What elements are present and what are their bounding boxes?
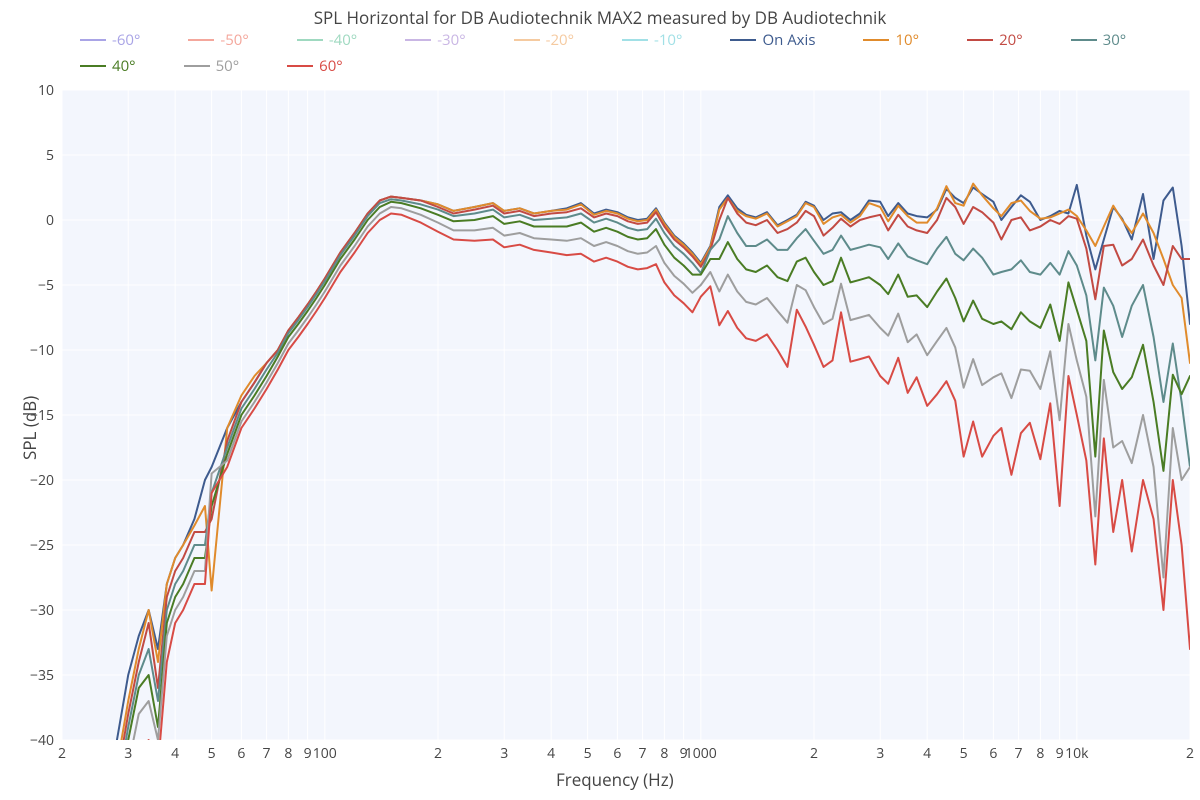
svg-text:8: 8: [660, 744, 668, 763]
svg-text:6: 6: [237, 744, 245, 763]
svg-text:9: 9: [304, 744, 312, 763]
svg-text:100: 100: [313, 744, 337, 763]
svg-text:10: 10: [38, 81, 54, 100]
svg-text:4: 4: [171, 744, 179, 763]
svg-text:3: 3: [876, 744, 884, 763]
svg-text:5: 5: [46, 146, 54, 165]
svg-text:−20: −20: [30, 471, 54, 490]
chart-svg: −40−35−30−25−20−15−10−505102345678910023…: [0, 0, 1200, 800]
svg-text:7: 7: [1015, 744, 1023, 763]
svg-text:2: 2: [58, 744, 66, 763]
svg-text:−40: −40: [30, 731, 54, 750]
svg-text:5: 5: [208, 744, 216, 763]
svg-text:8: 8: [1036, 744, 1044, 763]
svg-text:−30: −30: [30, 601, 54, 620]
svg-text:2: 2: [810, 744, 818, 763]
svg-text:3: 3: [124, 744, 132, 763]
svg-text:−25: −25: [30, 536, 54, 555]
svg-text:8: 8: [284, 744, 292, 763]
svg-text:−15: −15: [30, 406, 54, 425]
svg-text:10k: 10k: [1065, 744, 1089, 763]
svg-text:−35: −35: [30, 666, 54, 685]
svg-text:−5: −5: [38, 276, 54, 295]
svg-text:6: 6: [989, 744, 997, 763]
svg-text:0: 0: [46, 211, 54, 230]
svg-text:2: 2: [1186, 744, 1194, 763]
svg-text:7: 7: [639, 744, 647, 763]
svg-text:4: 4: [547, 744, 555, 763]
svg-text:−10: −10: [30, 341, 54, 360]
svg-text:3: 3: [500, 744, 508, 763]
svg-text:5: 5: [960, 744, 968, 763]
svg-text:4: 4: [923, 744, 931, 763]
spl-chart: SPL Horizontal for DB Audiotechnik MAX2 …: [0, 0, 1200, 800]
svg-text:6: 6: [613, 744, 621, 763]
svg-text:9: 9: [1056, 744, 1064, 763]
svg-text:7: 7: [263, 744, 271, 763]
svg-text:5: 5: [584, 744, 592, 763]
svg-text:2: 2: [434, 744, 442, 763]
svg-text:1000: 1000: [685, 744, 717, 763]
